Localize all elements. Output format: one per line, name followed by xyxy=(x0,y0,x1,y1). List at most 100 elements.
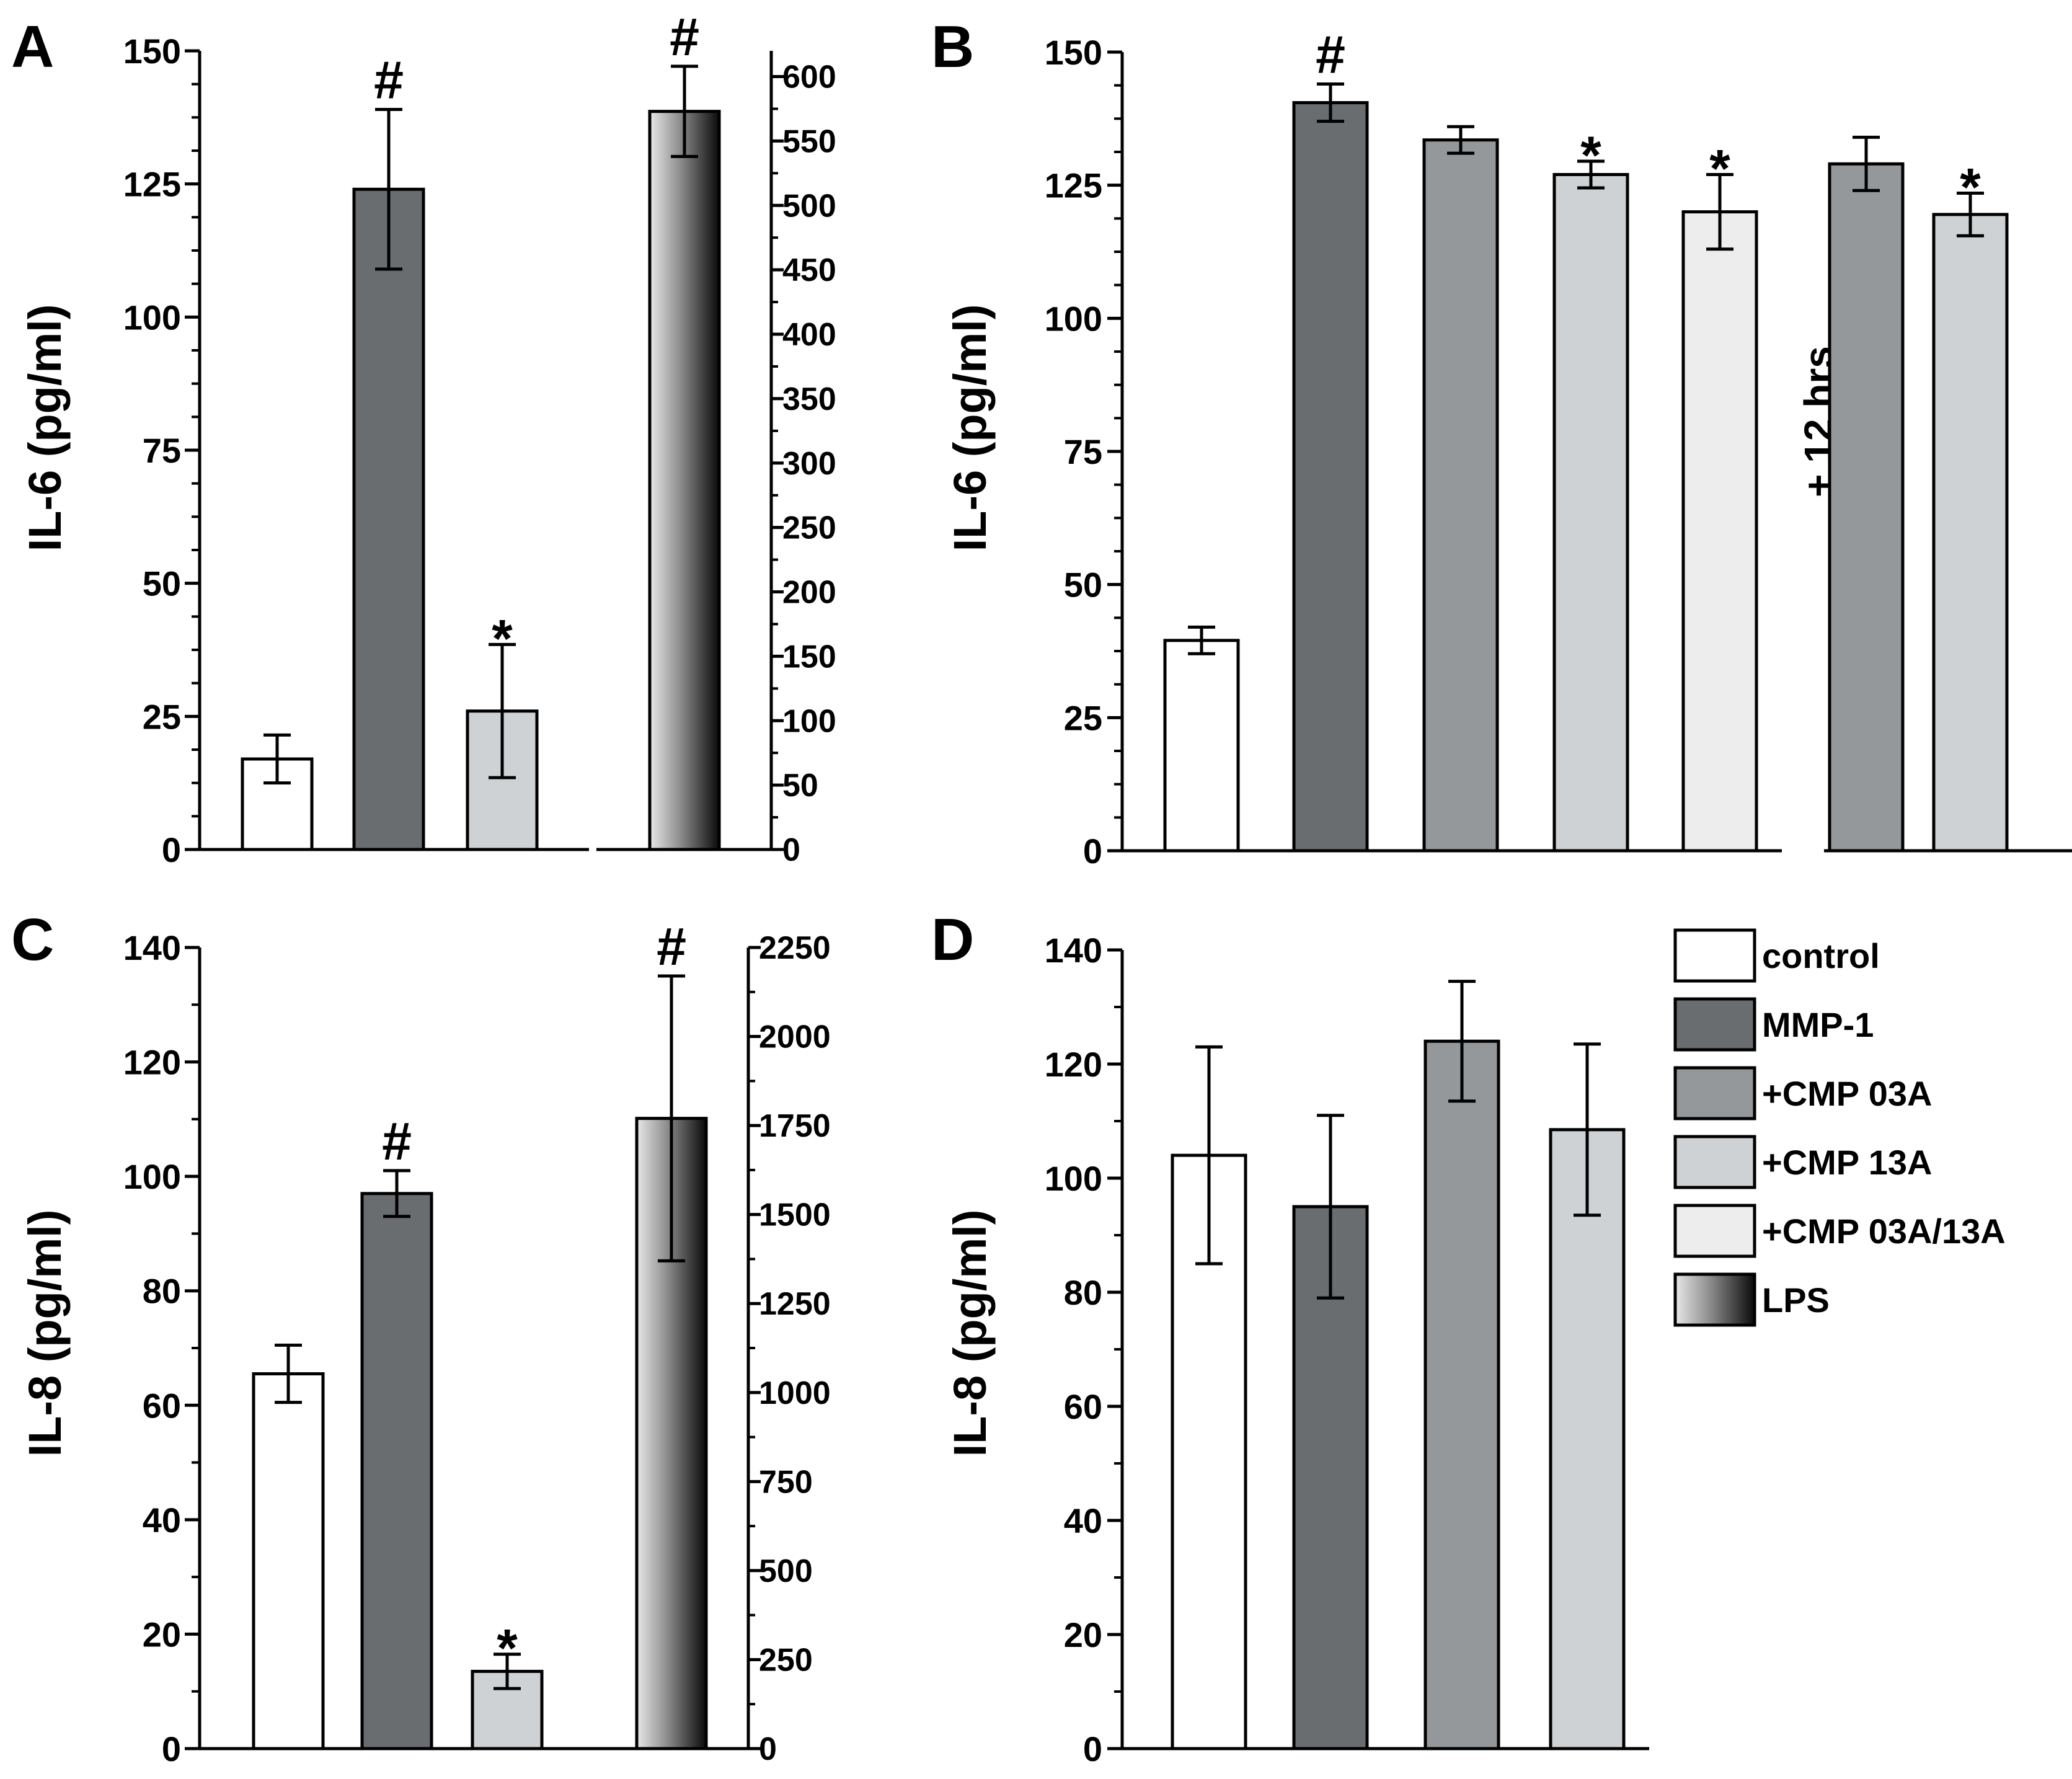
y-tick-label: 120 xyxy=(1045,1045,1102,1084)
legend-swatch xyxy=(1673,1272,1756,1327)
legend-swatch xyxy=(1673,997,1756,1052)
secondary-y-tick-label: 450 xyxy=(782,252,836,288)
y-tick-label: 80 xyxy=(143,1272,181,1311)
panel-a: A IL-6 (pg/ml) 0 25 50 75 100 125 150 # * 0 50 100 150… xyxy=(11,7,836,869)
y-tick-label: 140 xyxy=(123,928,181,967)
bar-sec-a-0 xyxy=(648,110,721,851)
y-tick-label: 100 xyxy=(1045,1159,1102,1198)
panel-letter: B xyxy=(931,14,974,80)
panel-c: C IL-8 (pg/ml) 0 20 40 60 80 100 120 140 # * 0 250 500… xyxy=(11,907,831,1768)
y-tick-label: 20 xyxy=(1064,1615,1102,1654)
bar-d-3 xyxy=(1549,1128,1626,1750)
bar-b-2 xyxy=(1422,138,1499,853)
secondary-y-tick-label: 2250 xyxy=(759,930,831,966)
secondary-y-tick-label: 0 xyxy=(782,832,800,868)
bar-sec-b-1 xyxy=(1932,213,2009,853)
y-tick-label: 50 xyxy=(143,564,181,603)
significance-marker-star: * xyxy=(497,1619,518,1679)
y-tick-label: 140 xyxy=(1045,931,1102,970)
secondary-y-tick-label: 0 xyxy=(759,1731,777,1767)
significance-marker-star: * xyxy=(492,609,513,668)
bar-sec-b-0 xyxy=(1828,162,1905,853)
bar-c-0 xyxy=(252,1372,325,1750)
secondary-y-tick-label: 200 xyxy=(782,575,836,611)
y-tick-label: 60 xyxy=(143,1386,181,1425)
y-tick-label: 100 xyxy=(123,1157,181,1196)
secondary-y-tick-label: 400 xyxy=(782,317,836,353)
y-tick-label: 40 xyxy=(143,1501,181,1540)
legend-swatch xyxy=(1673,1204,1756,1258)
y-tick-label: 25 xyxy=(143,697,181,736)
y-axis-label: IL-8 (pg/ml) xyxy=(944,1210,996,1457)
significance-marker-star: * xyxy=(1960,158,1981,218)
significance-marker-hash: # xyxy=(382,1112,412,1171)
legend-label: +CMP 03A/13A xyxy=(1762,1212,2006,1251)
legend: control MMP-1 +CMP 03A +CMP 13A +CMP 03A/13A… xyxy=(1673,928,2006,1327)
significance-marker-star: * xyxy=(1580,126,1601,185)
y-tick-label: 0 xyxy=(162,1729,181,1768)
y-tick-label: 0 xyxy=(1083,832,1102,871)
y-tick-label: 40 xyxy=(1064,1501,1102,1540)
y-tick-label: 125 xyxy=(1045,166,1102,205)
y-tick-label: 0 xyxy=(162,830,181,869)
y-tick-label: 150 xyxy=(123,32,181,71)
y-tick-label: 0 xyxy=(1083,1729,1102,1768)
panel-letter: A xyxy=(11,14,54,80)
panel-d: D IL-8 (pg/ml) 0 20 40 60 80 100 120 140 xyxy=(931,907,1649,1768)
significance-marker-hash: # xyxy=(1316,25,1345,85)
y-tick-label: 100 xyxy=(123,298,181,337)
y-tick-label: 75 xyxy=(1064,432,1102,471)
y-tick-label: 50 xyxy=(1064,566,1102,605)
bar-b-4 xyxy=(1681,210,1758,853)
y-tick-label: 100 xyxy=(1045,299,1102,338)
secondary-y-tick-label: 150 xyxy=(782,639,836,675)
secondary-y-tick-label: 1000 xyxy=(759,1375,831,1411)
legend-label: control xyxy=(1762,936,1880,975)
legend-swatch xyxy=(1673,1135,1756,1189)
bar-b-1 xyxy=(1292,101,1369,853)
secondary-y-tick-label: 550 xyxy=(782,123,836,159)
significance-marker-star: * xyxy=(1709,139,1730,198)
y-tick-label: 20 xyxy=(143,1615,181,1654)
secondary-y-tick-label: 300 xyxy=(782,446,836,482)
secondary-y-tick-label: 250 xyxy=(782,510,836,546)
y-tick-label: 60 xyxy=(1064,1387,1102,1426)
panel-letter: D xyxy=(931,907,974,973)
secondary-y-tick-label: 500 xyxy=(759,1553,813,1589)
y-tick-label: 120 xyxy=(123,1043,181,1082)
secondary-y-tick-label: 600 xyxy=(782,60,836,95)
legend-swatch xyxy=(1673,928,1756,983)
secondary-y-tick-label: 1500 xyxy=(759,1197,831,1233)
y-axis-label: IL-8 (pg/ml) xyxy=(19,1210,71,1457)
y-tick-label: 150 xyxy=(1045,33,1102,72)
legend-label: MMP-1 xyxy=(1762,1005,1874,1044)
y-tick-label: 75 xyxy=(143,431,181,470)
legend-label: +CMP 13A xyxy=(1762,1143,1932,1182)
bar-d-2 xyxy=(1423,1039,1500,1750)
secondary-y-tick-label: 2000 xyxy=(759,1019,831,1055)
significance-marker-hash: # xyxy=(657,917,686,977)
bar-a-1 xyxy=(352,187,425,851)
secondary-y-tick-label: 350 xyxy=(782,381,836,417)
significance-marker-hash: # xyxy=(670,7,699,67)
y-tick-label: 80 xyxy=(1064,1273,1102,1312)
secondary-y-tick-label: 500 xyxy=(782,188,836,224)
bar-c-1 xyxy=(360,1192,433,1750)
significance-marker-hash: # xyxy=(374,50,404,110)
secondary-y-tick-label: 250 xyxy=(759,1642,813,1678)
y-tick-label: 25 xyxy=(1064,698,1102,737)
bar-a-2 xyxy=(466,709,539,851)
secondary-y-tick-label: 50 xyxy=(782,768,818,804)
panel-letter: C xyxy=(11,907,54,973)
y-tick-label: 125 xyxy=(123,165,181,204)
secondary-y-tick-label: 1750 xyxy=(759,1108,831,1144)
y-axis-label: IL-6 (pg/ml) xyxy=(19,304,71,552)
secondary-y-tick-label: 100 xyxy=(782,703,836,739)
legend-label: LPS xyxy=(1762,1280,1830,1320)
bar-b-3 xyxy=(1552,172,1629,853)
secondary-y-tick-label: 750 xyxy=(759,1464,813,1500)
legend-label: +CMP 03A xyxy=(1762,1074,1932,1113)
bar-b-0 xyxy=(1163,639,1240,853)
